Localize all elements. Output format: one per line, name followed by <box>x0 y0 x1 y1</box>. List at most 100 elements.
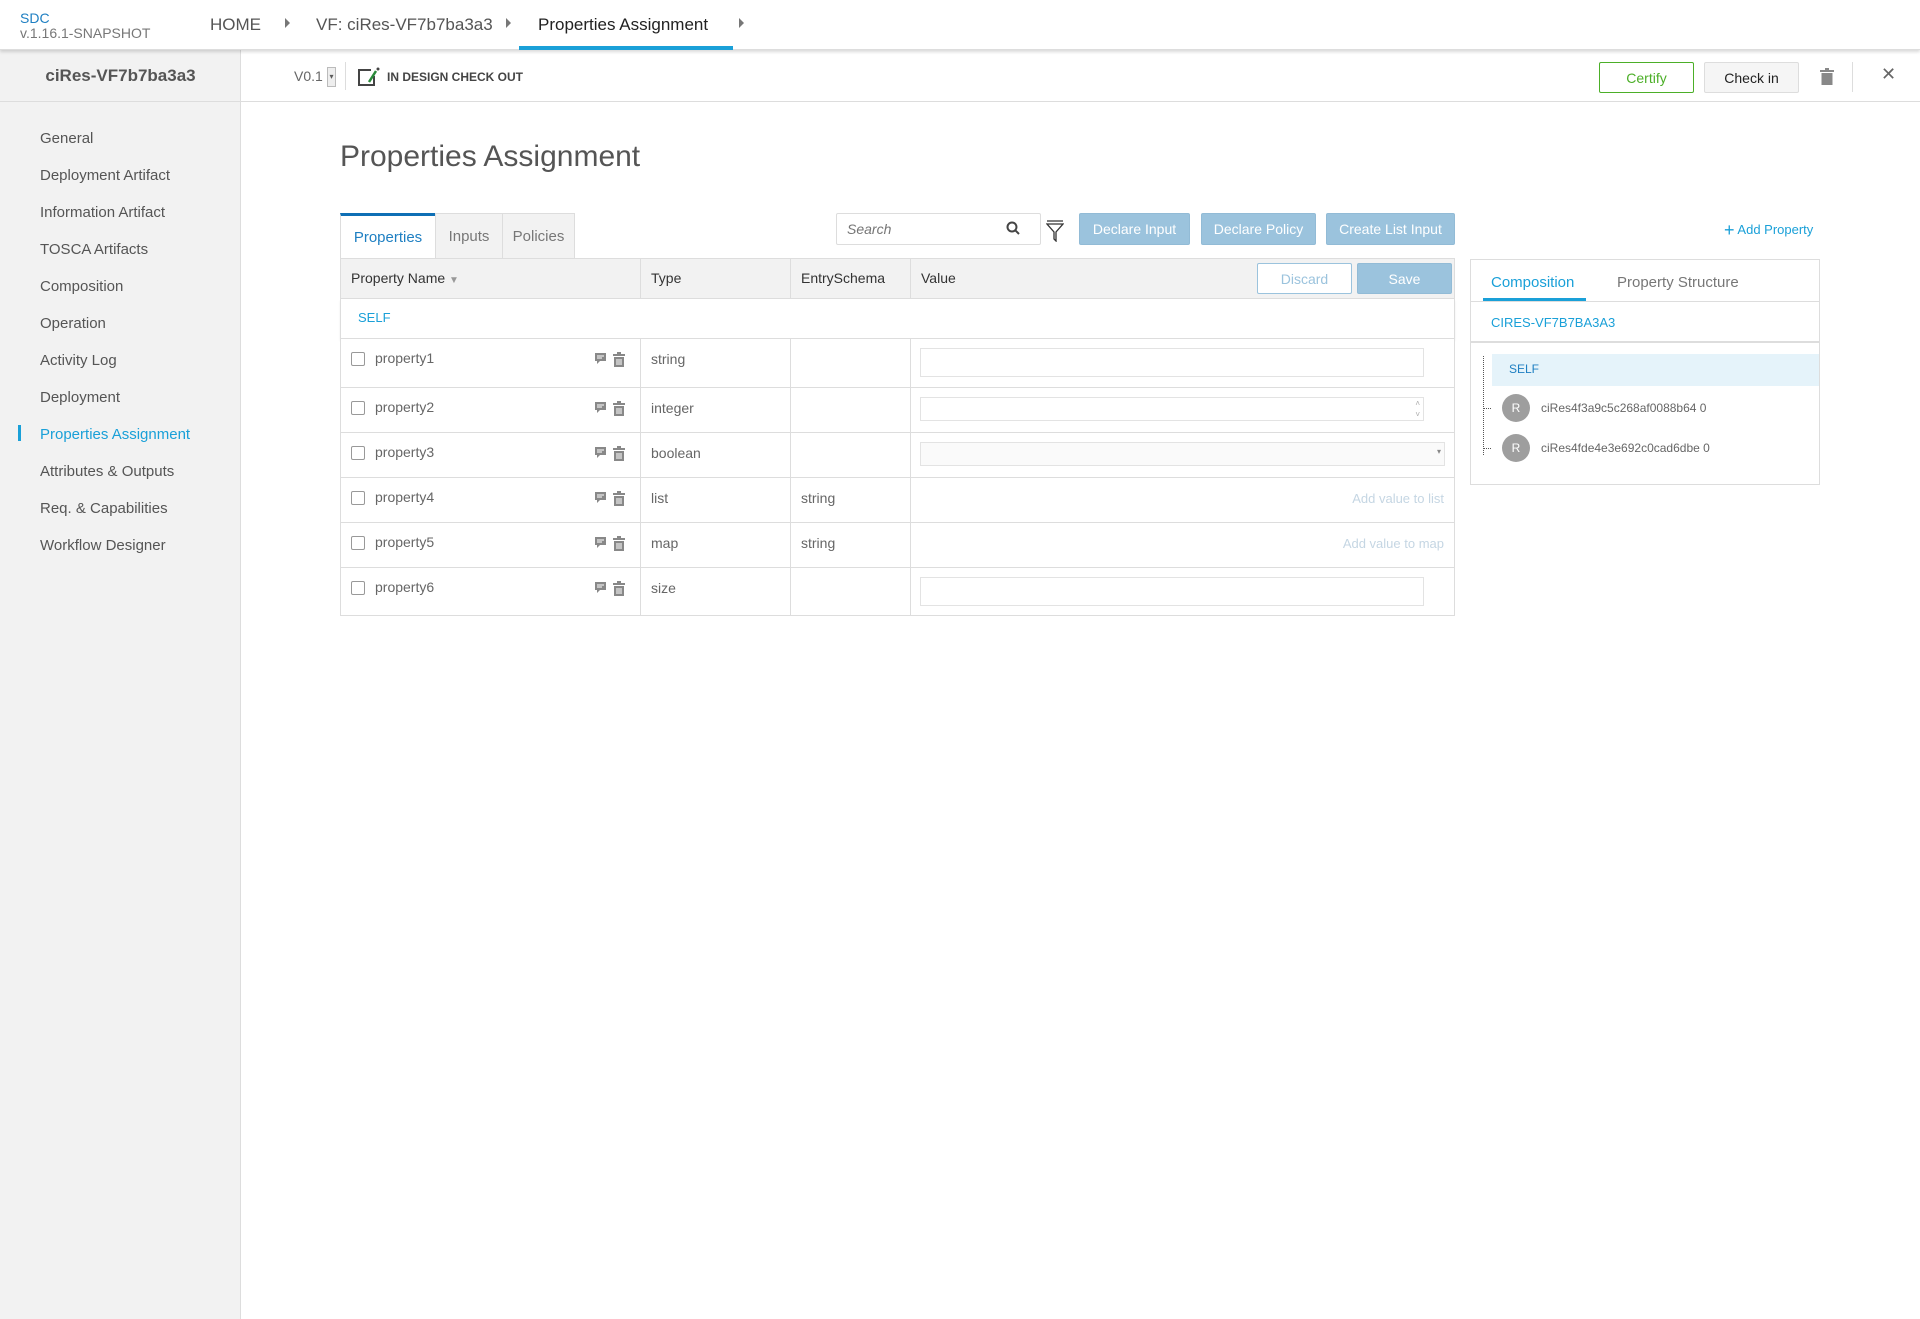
comment-icon[interactable] <box>594 581 607 595</box>
tree-line <box>1483 356 1484 455</box>
sidebar-item-workflow-designer[interactable]: Workflow Designer <box>40 537 166 554</box>
value-input[interactable] <box>920 348 1424 377</box>
comment-icon[interactable] <box>594 446 607 460</box>
cell-name: property4 <box>341 478 641 522</box>
trash-icon[interactable] <box>613 536 625 551</box>
cell-name: property6 <box>341 568 641 615</box>
chevron-down-icon: ▾ <box>1436 447 1441 456</box>
search-input[interactable] <box>836 213 1041 245</box>
sidebar-item-deployment[interactable]: Deployment <box>40 389 121 406</box>
tab-property-structure[interactable]: Property Structure <box>1617 274 1739 291</box>
sidebar-item-general[interactable]: General <box>40 130 94 147</box>
comment-icon[interactable] <box>594 401 607 415</box>
certify-button[interactable]: Certify <box>1599 62 1694 93</box>
cell-entryschema <box>791 433 911 477</box>
trash-icon[interactable] <box>613 401 625 416</box>
app-logo[interactable]: SDC <box>20 10 50 26</box>
sort-down-icon[interactable]: ▼ <box>449 275 459 286</box>
trash-icon[interactable] <box>1820 68 1834 85</box>
column-header-name[interactable]: Property Name ▼ <box>341 259 641 298</box>
sidebar-item-tosca-artifacts[interactable]: TOSCA Artifacts <box>40 241 149 258</box>
add-property-button[interactable]: + Add Property <box>1724 220 1813 241</box>
cell-type: string <box>641 339 791 387</box>
filter-icon[interactable] <box>1046 220 1064 242</box>
row-checkbox[interactable] <box>351 401 365 415</box>
column-header-type: Type <box>641 259 791 298</box>
cell-entryschema: string <box>791 523 911 567</box>
tab-properties[interactable]: Properties <box>340 213 436 259</box>
cell-value <box>911 568 1454 615</box>
trash-icon[interactable] <box>613 581 625 596</box>
comment-icon[interactable] <box>594 536 607 550</box>
version-dropdown-icon[interactable]: ▾ <box>327 67 336 87</box>
cell-type: list <box>641 478 791 522</box>
sidebar-item-composition[interactable]: Composition <box>40 278 124 295</box>
value-number-input[interactable]: ˄ ˅ <box>920 397 1424 421</box>
right-panel: Composition Property Structure CIRES-VF7… <box>1470 259 1820 485</box>
create-list-input-button[interactable]: Create List Input <box>1326 213 1455 245</box>
comment-icon[interactable] <box>594 491 607 505</box>
tree-item-instance[interactable]: R ciRes4f3a9c5c268af0088b64 0 <box>1471 392 1811 424</box>
row-checkbox[interactable] <box>351 446 365 460</box>
component-root[interactable]: CIRES-VF7B7BA3A3 <box>1491 315 1616 330</box>
check-in-button[interactable]: Check in <box>1704 62 1799 93</box>
row-checkbox[interactable] <box>351 536 365 550</box>
instance-name: ciRes4fde4e3e692c0cad6dbe 0 <box>1541 441 1710 455</box>
version-select[interactable]: V0.1 <box>294 68 323 84</box>
search-icon[interactable] <box>1006 221 1020 235</box>
plus-icon: + <box>1724 220 1735 240</box>
divider <box>345 62 346 90</box>
active-indicator <box>18 425 21 441</box>
instance-name: ciRes4f3a9c5c268af0088b64 0 <box>1541 401 1707 415</box>
top-bar: SDC v.1.16.1-SNAPSHOT HOME VF: ciRes-VF7… <box>0 0 1920 50</box>
tab-policies[interactable]: Policies <box>502 213 575 259</box>
add-value-link[interactable]: Add value to list <box>1352 491 1444 506</box>
divider <box>1852 62 1853 92</box>
breadcrumb-vf[interactable]: VF: ciRes-VF7b7ba3a3 <box>316 15 493 34</box>
value-select[interactable]: ▾ <box>920 442 1445 466</box>
sidebar-item-properties-assignment[interactable]: Properties Assignment <box>40 426 191 443</box>
group-label: SELF <box>358 310 391 325</box>
declare-policy-button[interactable]: Declare Policy <box>1201 213 1316 245</box>
app-version: v.1.16.1-SNAPSHOT <box>20 25 151 41</box>
sidebar-item-req-capabilities[interactable]: Req. & Capabilities <box>40 500 168 517</box>
trash-icon[interactable] <box>613 352 625 367</box>
table-header: Property Name ▼ Type EntrySchema Value D… <box>340 258 1455 299</box>
chevron-right-icon[interactable] <box>739 18 744 28</box>
table-row: property2 integer ˄ ˅ <box>340 388 1455 433</box>
trash-icon[interactable] <box>613 446 625 461</box>
save-button[interactable]: Save <box>1357 263 1452 294</box>
sidebar-item-operation[interactable]: Operation <box>40 315 106 332</box>
instance-avatar: R <box>1502 434 1530 462</box>
tree-item-label: SELF <box>1509 362 1540 376</box>
add-value-link[interactable]: Add value to map <box>1342 536 1444 551</box>
sidebar-item-activity-log[interactable]: Activity Log <box>40 352 117 369</box>
sidebar-item-deployment-artifact[interactable]: Deployment Artifact <box>40 167 171 184</box>
value-input[interactable] <box>920 577 1424 606</box>
row-checkbox[interactable] <box>351 491 365 505</box>
active-tab-underline <box>1483 298 1586 301</box>
row-checkbox[interactable] <box>351 352 365 366</box>
add-property-label: Add Property <box>1737 222 1814 237</box>
comment-icon[interactable] <box>594 352 607 366</box>
declare-input-button[interactable]: Declare Input <box>1079 213 1190 245</box>
tab-inputs[interactable]: Inputs <box>435 213 503 259</box>
sidebar-item-attributes-outputs[interactable]: Attributes & Outputs <box>40 463 175 480</box>
close-icon[interactable]: ✕ <box>1881 64 1897 84</box>
stepper-icon[interactable]: ˄ ˅ <box>1415 399 1420 419</box>
cell-name: property2 <box>341 388 641 432</box>
tab-composition[interactable]: Composition <box>1491 274 1575 291</box>
breadcrumb-current[interactable]: Properties Assignment <box>538 15 709 34</box>
trash-icon[interactable] <box>613 491 625 506</box>
discard-button[interactable]: Discard <box>1257 263 1352 294</box>
table-row: property1 string <box>340 339 1455 388</box>
row-checkbox[interactable] <box>351 581 365 595</box>
tree-item-instance[interactable]: R ciRes4fde4e3e692c0cad6dbe 0 <box>1471 432 1811 464</box>
cell-type: size <box>641 568 791 615</box>
cell-type: integer <box>641 388 791 432</box>
cell-value: Add value to map <box>911 523 1454 567</box>
breadcrumb-home[interactable]: HOME <box>210 15 261 34</box>
cell-name: property5 <box>341 523 641 567</box>
tree-item-self[interactable]: SELF <box>1492 354 1819 386</box>
sidebar-item-information-artifact[interactable]: Information Artifact <box>40 204 166 221</box>
